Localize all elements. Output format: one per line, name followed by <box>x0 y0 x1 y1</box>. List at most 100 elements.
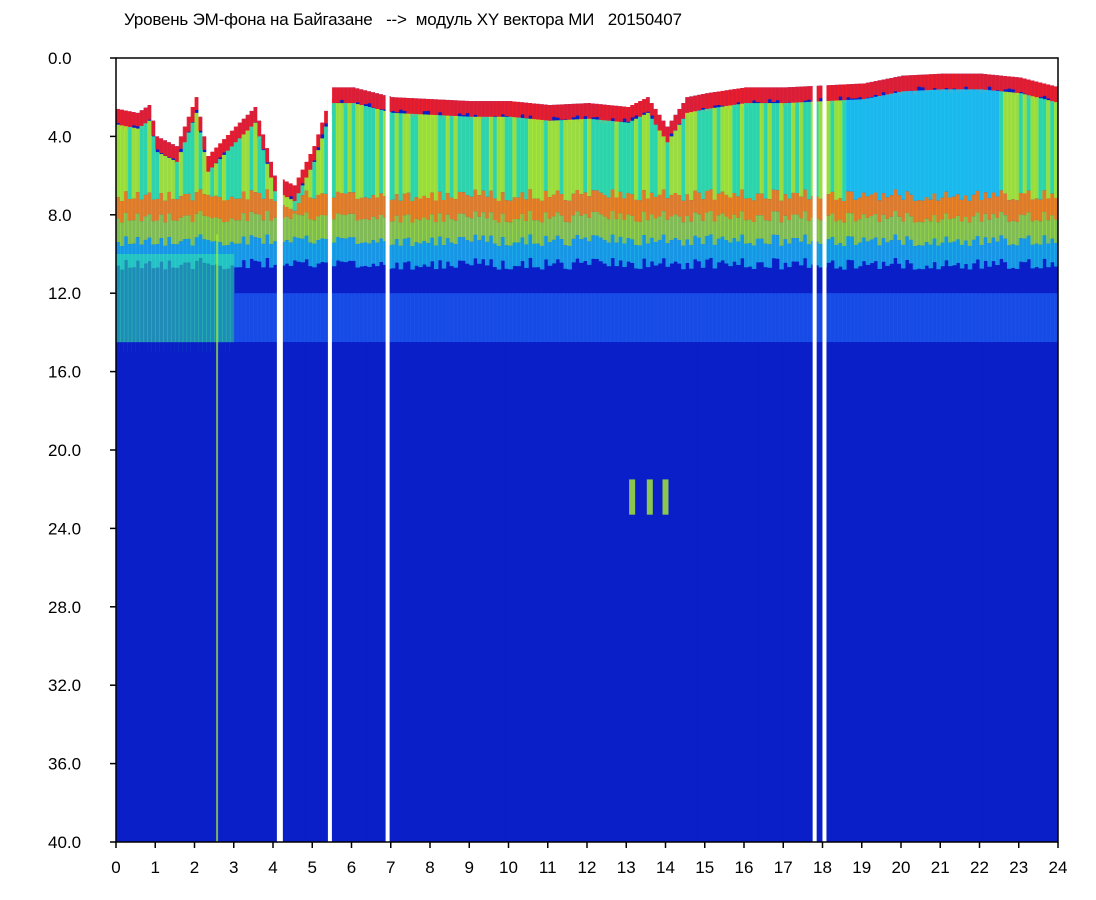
heat-cell-high <box>708 92 714 111</box>
heat-cell-empty <box>214 58 219 148</box>
heat-cell-low <box>806 244 812 268</box>
heat-cell-high <box>751 200 757 222</box>
heat-cell-low <box>265 342 270 842</box>
heat-cell-empty <box>265 58 270 149</box>
heat-cell-high <box>795 193 800 215</box>
heat-cell-mid <box>920 222 926 246</box>
heat-cell-low <box>881 238 886 262</box>
heat-cell-high <box>347 192 353 214</box>
heat-cell-mid <box>677 216 682 241</box>
heat-cell-empty <box>1003 58 1008 77</box>
heat-cell-low <box>618 293 623 343</box>
heat-cell-mid <box>543 120 549 191</box>
heat-cell-high <box>1050 193 1055 216</box>
heat-cell-mid <box>488 212 494 236</box>
heat-cell-high <box>732 193 737 215</box>
heat-cell-low <box>135 237 141 261</box>
heat-cell-empty <box>983 58 988 75</box>
heat-cell-empty <box>375 58 380 94</box>
heat-cell-mid <box>594 211 600 236</box>
heat-cell-high <box>932 74 937 89</box>
heat-cell-low <box>571 293 576 343</box>
heat-cell-mid <box>335 103 341 192</box>
heat-cell-high <box>284 206 290 217</box>
heat-cell-low <box>814 293 820 343</box>
heat-cell-mid <box>430 214 435 238</box>
heat-cell-high <box>504 101 510 117</box>
heat-cell-high <box>767 87 773 100</box>
heat-cell-low <box>967 342 973 842</box>
heat-cell-mid <box>245 130 251 200</box>
heat-cell-high <box>806 86 812 100</box>
heat-cell-mid <box>237 220 243 244</box>
heat-cell-empty <box>367 58 372 92</box>
heat-cell-low <box>1014 342 1020 842</box>
heat-cell-empty <box>461 58 466 101</box>
heat-cell-low <box>426 243 431 267</box>
heat-cell-high <box>167 191 172 214</box>
heat-cell-mid <box>371 107 376 196</box>
heat-cell-high <box>422 98 427 112</box>
heat-cell-low <box>995 342 1000 842</box>
heat-cell-high <box>516 101 521 120</box>
heat-cell-low <box>127 342 133 842</box>
heat-cell-empty <box>940 58 945 74</box>
heat-cell-mid <box>641 211 647 236</box>
heat-cell-empty <box>626 58 631 107</box>
heat-cell-low <box>971 239 977 264</box>
heat-cell-empty <box>798 58 804 87</box>
heat-cell-low <box>563 245 568 269</box>
heat-cell-mid <box>488 116 494 191</box>
heat-cell-high <box>661 120 667 137</box>
heat-cell-high <box>159 193 164 215</box>
heat-cell-low <box>802 293 808 343</box>
heat-cell-mid <box>818 220 824 244</box>
heat-cell-low <box>1026 342 1032 842</box>
heat-cell-mid <box>178 217 184 242</box>
heat-cell-low <box>893 234 898 259</box>
heat-cell-low <box>602 342 608 842</box>
heat-cell-high <box>685 194 690 216</box>
heat-cell-low <box>532 293 537 343</box>
heat-cell-low <box>999 342 1004 842</box>
heat-cell-empty <box>453 58 459 101</box>
heat-cell-high <box>371 92 376 108</box>
heat-cell-low <box>481 293 486 343</box>
heat-cell-mid <box>119 125 125 202</box>
heat-cell-high <box>508 101 514 119</box>
heat-cell-low <box>669 342 674 842</box>
heat-cell-mid <box>708 210 714 235</box>
heat-cell-mid <box>135 254 141 352</box>
heat-cell-high <box>681 200 686 223</box>
heat-cell-empty <box>174 58 180 147</box>
heat-cell-high <box>995 75 1000 91</box>
heat-cell-mid <box>123 212 129 237</box>
heat-cell-mid <box>759 103 765 194</box>
heat-cell-empty <box>484 58 490 102</box>
heat-cell-empty <box>402 58 408 98</box>
heat-cell-low <box>433 342 439 842</box>
heat-cell-mid <box>798 218 804 242</box>
heat-cell-low <box>775 293 780 343</box>
heat-cell-low <box>304 235 309 260</box>
heat-cell-empty <box>1010 58 1016 77</box>
heat-cell-empty <box>916 58 922 75</box>
heat-cell-empty <box>865 58 871 83</box>
heat-cell-empty <box>351 58 357 88</box>
heat-cell-low <box>469 342 474 842</box>
heat-cell-low <box>194 342 200 842</box>
heat-cell-high <box>665 198 671 220</box>
heat-cell-low <box>551 293 557 343</box>
heat-cell-empty <box>261 58 266 135</box>
heat-cell-empty <box>669 58 674 121</box>
y-tick-label: 12.0 <box>48 284 81 303</box>
heat-cell-mid <box>806 101 812 200</box>
heat-cell-low <box>198 342 203 842</box>
heat-cell-empty <box>830 58 835 86</box>
heat-cell-mid <box>661 136 667 190</box>
heat-cell-low <box>932 342 937 842</box>
heat-cell-empty <box>567 58 572 105</box>
heat-cell-low <box>1050 238 1055 263</box>
heat-cell-high <box>465 195 470 217</box>
heat-cell-high <box>755 193 761 216</box>
